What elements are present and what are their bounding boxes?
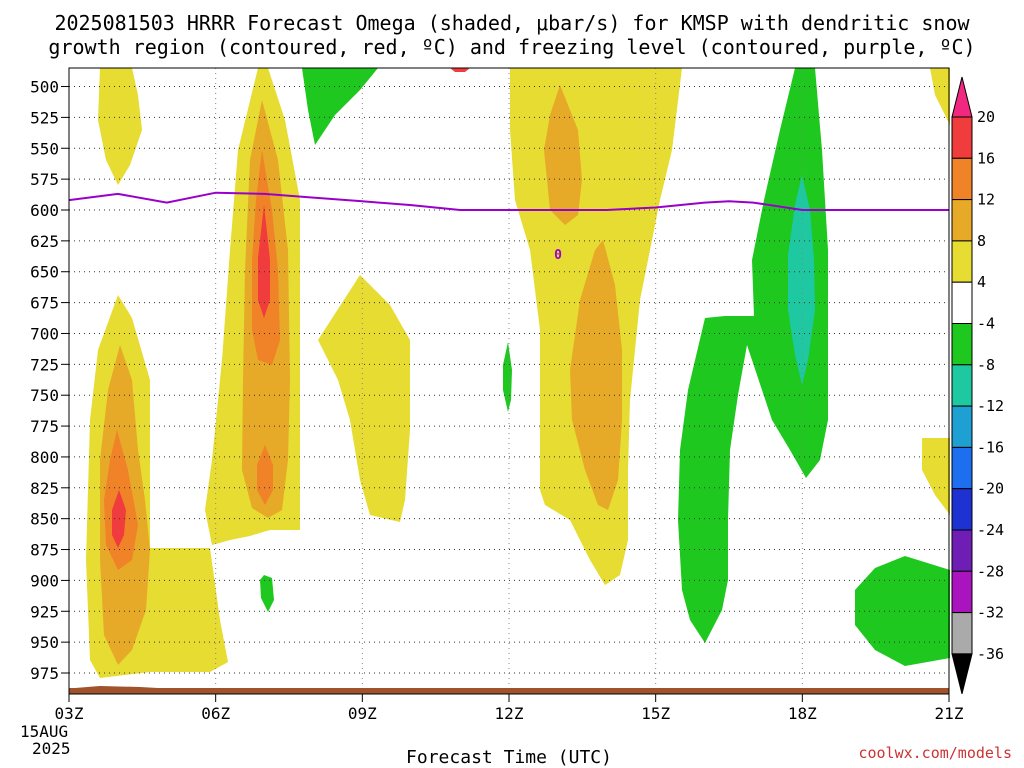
x-tick-label: 12Z [495,704,524,723]
colorbar-segment [951,488,973,531]
y-tick-label: 675 [30,294,59,313]
freezing-level-label: 0 [554,248,562,263]
y-tick-label: 600 [30,201,59,220]
chart-title-line1: 2025081503 HRRR Forecast Omega (shaded, … [54,11,970,35]
colorbar-bottom-arrow [951,653,973,695]
omega-region-green [503,342,512,412]
y-tick-label: 975 [30,664,59,683]
colorbar-tick-label: -32 [977,604,1004,622]
y-axis: 500 525 550 575 600 625 650 675 700 725 750 775 800 8… [30,78,69,683]
y-tick-label: 875 [30,541,59,560]
colorbar-tick-label: -4 [977,315,995,333]
y-tick-label: 925 [30,602,59,621]
x-axis: 03Z 06Z 09Z 12Z 15Z 18Z 21Z [55,694,964,723]
colorbar-tick-label: -12 [977,397,1004,415]
omega-region-yellow [98,68,142,185]
y-tick-label: 525 [30,108,59,127]
colorbar-segment [951,323,973,366]
colorbar-segment [951,157,973,201]
colorbar-segment [951,570,973,614]
omega-region-tan [570,240,622,510]
y-tick-label: 725 [30,355,59,374]
colorbar-segment [951,405,973,448]
colorbar-tick-label: 4 [977,273,986,291]
colorbar-tick-label: 8 [977,232,986,250]
colorbar-segment [951,529,973,572]
y-tick-label: 700 [30,324,59,343]
x-tick-label: 03Z [55,704,84,723]
omega-region-red [450,68,470,72]
omega-region-green [302,68,378,145]
colorbar-segment [951,240,973,283]
y-tick-label: 900 [30,571,59,590]
colorbar-segment [951,199,973,242]
omega-region-teal [788,175,815,385]
colorbar-tick-label: -24 [977,521,1004,539]
omega-region-tan [544,85,582,225]
chart-title-line2: growth region (contoured, red, ºC) and f… [48,35,975,59]
omega-region-green [260,575,274,612]
colorbar-tick-label: -16 [977,438,1004,456]
y-tick-label: 500 [30,78,59,97]
y-tick-label: 625 [30,232,59,251]
colorbar-tick-label: 16 [977,149,995,167]
y-tick-label: 750 [30,386,59,405]
y-tick-label: 850 [30,510,59,529]
surface-terrain-bump [75,686,158,688]
y-tick-label: 550 [30,139,59,158]
x-tick-label: 09Z [348,704,377,723]
x-tick-label: 15Z [641,704,670,723]
y-tick-label: 825 [30,479,59,498]
colorbar-tick-label: 20 [977,108,995,126]
colorbar-segment [951,446,973,490]
colorbar-segment [951,281,973,325]
omega-region-red [258,205,270,318]
omega-region-green [678,68,828,643]
source-credit: coolwx.com/models [858,744,1012,762]
colorbar-tick-label: -36 [977,645,1004,663]
colorbar-tick-label: -28 [977,562,1004,580]
x-start-date-year: 2025 [32,739,71,758]
colorbar-segment [951,116,973,159]
y-tick-label: 650 [30,263,59,282]
y-tick-label: 575 [30,170,59,189]
omega-region-yellow [318,275,410,522]
omega-region-orange [257,445,273,505]
freezing-level-contour [68,191,949,211]
x-start-date-day: 15AUG [20,722,68,741]
colorbar-tick-label: 12 [977,191,995,209]
y-tick-label: 775 [30,417,59,436]
colorbar-tick-label: -20 [977,480,1004,498]
y-tick-label: 800 [30,448,59,467]
surface-terrain-bar [69,688,949,694]
x-tick-label: 06Z [201,704,230,723]
x-tick-label: 21Z [935,704,964,723]
colorbar-segment [951,612,973,655]
colorbar-segment [951,364,973,407]
x-tick-label: 18Z [788,704,817,723]
omega-region-green [855,556,950,666]
omega-region-yellow [930,68,950,125]
omega-shading [86,68,950,678]
omega-region-yellow [922,438,950,515]
colorbar-top-arrow [951,76,973,118]
y-tick-label: 950 [30,633,59,652]
x-axis-label: Forecast Time (UTC) [406,747,612,768]
colorbar: 20 16 12 8 4 -4 -8 -12 -16 -20 -24 -28 -32 -36 [951,76,1004,695]
gridlines [69,68,949,694]
plot-area: 0 [68,67,950,695]
colorbar-tick-label: -8 [977,356,995,374]
